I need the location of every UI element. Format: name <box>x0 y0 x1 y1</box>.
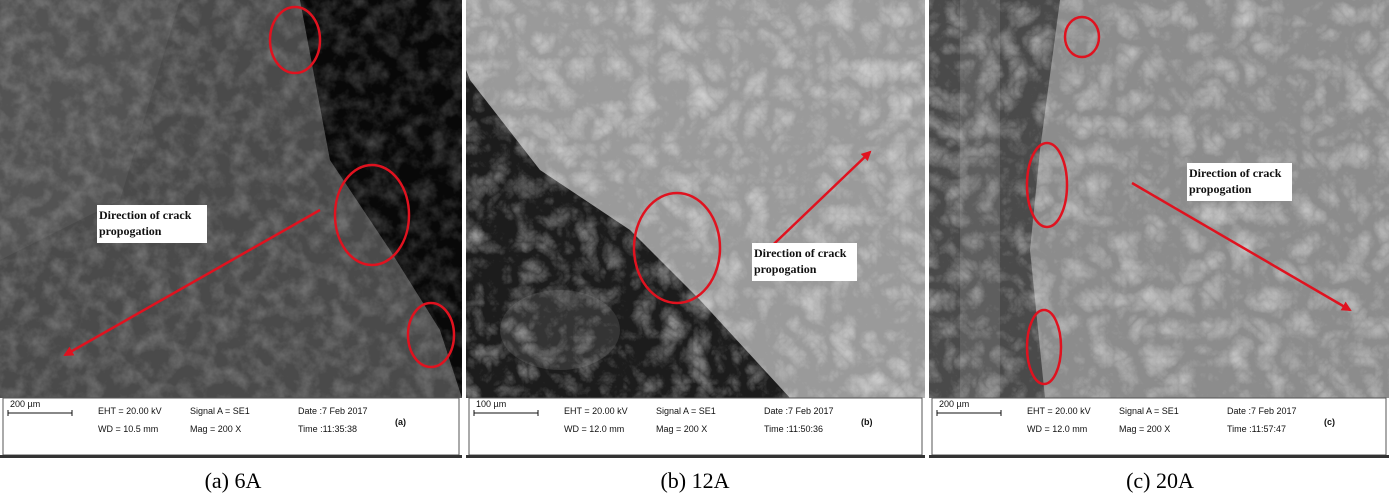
caption: (c) 20A <box>1126 468 1194 493</box>
panel-label: (b) <box>861 417 873 427</box>
time: Time :11:50:36 <box>764 424 823 434</box>
figure: Direction of crack propogation 200 µm EHT =… <box>0 0 1389 498</box>
date: Date :7 Feb 2017 <box>298 406 368 416</box>
wd: WD = 12.0 mm <box>564 424 624 434</box>
annotation-text: Direction of crack <box>754 246 847 260</box>
time: Time :11:57:47 <box>1227 424 1286 434</box>
mag: Mag = 200 X <box>1119 424 1170 434</box>
caption: (b) 12A <box>660 468 729 493</box>
caption: (a) 6A <box>205 468 262 493</box>
eht: EHT = 20.00 kV <box>1027 406 1091 416</box>
info-bar-edge <box>929 455 1389 458</box>
scale-label: 200 µm <box>939 399 969 409</box>
time: Time :11:35:38 <box>298 424 357 434</box>
date: Date :7 Feb 2017 <box>764 406 834 416</box>
annotation-text: Direction of crack <box>1189 166 1282 180</box>
annotation-text: propogation <box>754 262 817 276</box>
annotation-text: propogation <box>1189 182 1252 196</box>
sem-panel: Direction of crack propogation <box>0 0 462 398</box>
annotation-text: Direction of crack <box>99 208 192 222</box>
mag: Mag = 200 X <box>656 424 707 434</box>
scale-label: 100 µm <box>476 399 506 409</box>
info-bar-edge <box>466 455 925 458</box>
signal: Signal A = SE1 <box>656 406 716 416</box>
signal: Signal A = SE1 <box>190 406 250 416</box>
eht: EHT = 20.00 kV <box>564 406 628 416</box>
info-bar-edge <box>0 455 462 458</box>
scale-label: 200 µm <box>10 399 40 409</box>
sem-panel: Direction of crack propogation <box>466 0 925 398</box>
sem-texture <box>0 0 462 398</box>
annotation-text: propogation <box>99 224 162 238</box>
panel-label: (c) <box>1324 417 1335 427</box>
panel-label: (a) <box>395 417 406 427</box>
wd: WD = 10.5 mm <box>98 424 158 434</box>
wd: WD = 12.0 mm <box>1027 424 1087 434</box>
eht: EHT = 20.00 kV <box>98 406 162 416</box>
date: Date :7 Feb 2017 <box>1227 406 1297 416</box>
sem-panel: Direction of crack propogation <box>929 0 1389 398</box>
signal: Signal A = SE1 <box>1119 406 1179 416</box>
mag: Mag = 200 X <box>190 424 241 434</box>
